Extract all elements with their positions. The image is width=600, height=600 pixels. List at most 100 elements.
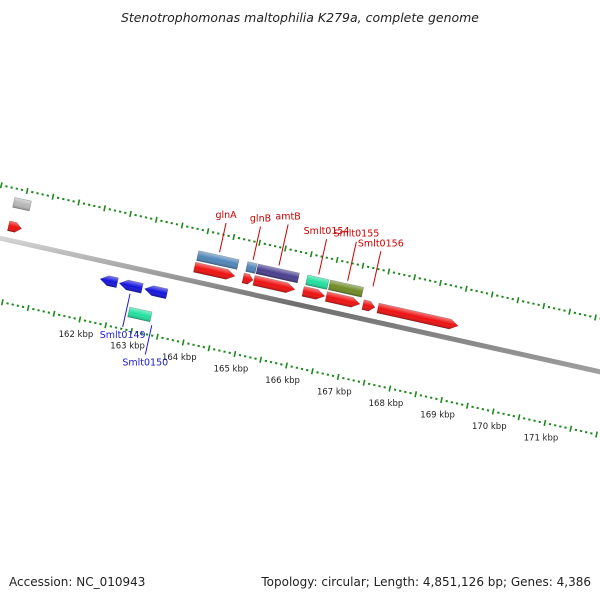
cds-feature[interactable] — [12, 197, 32, 212]
tick-mark-lower — [52, 310, 56, 317]
cds-feature[interactable] — [193, 261, 236, 281]
leader-line — [252, 226, 262, 260]
scale-label: 164 kbp — [162, 353, 197, 363]
scale-label: 169 kbp — [420, 411, 455, 421]
gene-label: Smlt0155 — [333, 229, 379, 240]
tick-mark-lower — [595, 431, 598, 438]
tick-mark-lower — [543, 419, 547, 427]
cds-feature[interactable] — [99, 274, 119, 289]
leader-line — [278, 224, 289, 266]
accession-label: Accession: NC_010943 — [9, 575, 146, 589]
scale-label: 170 kbp — [472, 422, 507, 432]
tick-mark-lower — [336, 373, 340, 381]
tick-mark-lower — [78, 316, 82, 323]
tick-mark-upper — [129, 210, 132, 218]
tick-mark-upper — [439, 279, 442, 287]
tick-mark-upper — [309, 251, 313, 258]
tick-mark-lower — [362, 379, 366, 386]
gene-label: Smlt0149 — [100, 330, 146, 341]
cds-feature[interactable] — [118, 278, 144, 294]
features-layer — [7, 197, 459, 330]
tick-mark-upper — [284, 245, 287, 252]
cds-feature[interactable] — [245, 261, 258, 274]
tick-mark-upper — [0, 182, 3, 189]
tick-mark-lower — [207, 345, 211, 352]
tick-mark-upper — [77, 199, 81, 206]
tick-mark-upper — [103, 205, 107, 212]
tick-mark-lower — [440, 396, 443, 404]
tick-mark-lower — [233, 350, 237, 358]
cds-feature[interactable] — [7, 220, 22, 234]
cds-feature[interactable] — [252, 275, 296, 295]
scale-label: 168 kbp — [369, 399, 404, 409]
tick-mark-lower — [414, 391, 418, 398]
tick-mark-upper — [154, 216, 158, 223]
tick-mark-upper — [25, 187, 29, 195]
tick-mark-lower — [104, 322, 108, 329]
scale-label: 167 kbp — [317, 388, 352, 398]
tick-mark-upper — [490, 291, 494, 298]
tick-mark-upper — [361, 262, 365, 269]
cds-feature[interactable] — [305, 274, 330, 290]
gene-label: Smlt0154 — [304, 226, 350, 237]
tick-mark-lower — [130, 327, 133, 335]
cds-feature[interactable] — [327, 279, 364, 298]
cds-feature[interactable] — [376, 302, 459, 331]
cds-feature[interactable] — [301, 286, 326, 301]
tick-mark-upper — [335, 256, 339, 264]
leader-line — [347, 241, 357, 281]
genome-backbone — [0, 235, 600, 375]
tick-mark-upper — [180, 222, 184, 229]
scale-label: 166 kbp — [265, 376, 300, 386]
tick-mark-lower — [517, 414, 521, 421]
tick-mark-lower — [259, 356, 263, 363]
cds-feature[interactable] — [144, 284, 169, 300]
tick-mark-lower — [181, 339, 185, 346]
tick-mark-upper — [387, 268, 391, 275]
cds-feature[interactable] — [255, 263, 300, 284]
gene-label: glnA — [215, 210, 237, 221]
tick-mark-lower — [310, 368, 314, 375]
tick-mark-upper — [258, 239, 262, 246]
scale-label: 171 kbp — [524, 434, 559, 444]
cds-feature[interactable] — [361, 299, 376, 312]
gene-label: Smlt0156 — [358, 238, 404, 249]
tick-mark-upper — [542, 302, 546, 310]
ticks-layer — [0, 182, 600, 438]
gene-label: amtB — [275, 211, 300, 222]
tick-mark-lower — [155, 333, 159, 340]
leader-line — [122, 293, 131, 328]
tick-mark-lower — [285, 362, 288, 369]
leader-line — [219, 222, 227, 253]
tick-mark-upper — [413, 274, 417, 281]
scale-label: 163 kbp — [110, 342, 145, 352]
cds-feature[interactable] — [196, 250, 240, 270]
tick-mark-upper — [516, 297, 520, 304]
leader-line — [318, 239, 328, 275]
tick-mark-lower — [388, 385, 392, 392]
tick-mark-lower — [465, 402, 469, 409]
tick-mark-lower — [26, 304, 30, 312]
backbone-layer — [0, 235, 600, 375]
tick-mark-upper — [568, 308, 572, 315]
labels-layer: 162 kbp 163 kbp 164 kbp 165 kbp 166 kbp 167 k… — [59, 210, 559, 444]
gene-label: Smlt0150 — [122, 358, 168, 369]
leader-line — [144, 325, 153, 355]
tick-mark-upper — [51, 193, 55, 200]
tick-mark-upper — [232, 233, 236, 241]
leader-line — [372, 251, 382, 287]
tick-mark-upper — [206, 228, 210, 235]
map-title: Stenotrophomonas maltophilia K279a, comp… — [120, 10, 480, 25]
tick-mark-lower — [0, 299, 4, 306]
tick-mark-upper — [594, 314, 597, 321]
tick-mark-lower — [491, 408, 495, 415]
cds-feature[interactable] — [324, 291, 361, 309]
tick-mark-lower — [569, 425, 573, 432]
tick-mark-upper — [464, 285, 468, 292]
genome-summary: Topology: circular; Length: 4,851,126 bp… — [261, 575, 591, 589]
scale-label: 165 kbp — [214, 365, 249, 375]
cds-feature[interactable] — [127, 306, 153, 323]
scale-label: 162 kbp — [59, 330, 94, 340]
cds-feature[interactable] — [241, 272, 254, 285]
